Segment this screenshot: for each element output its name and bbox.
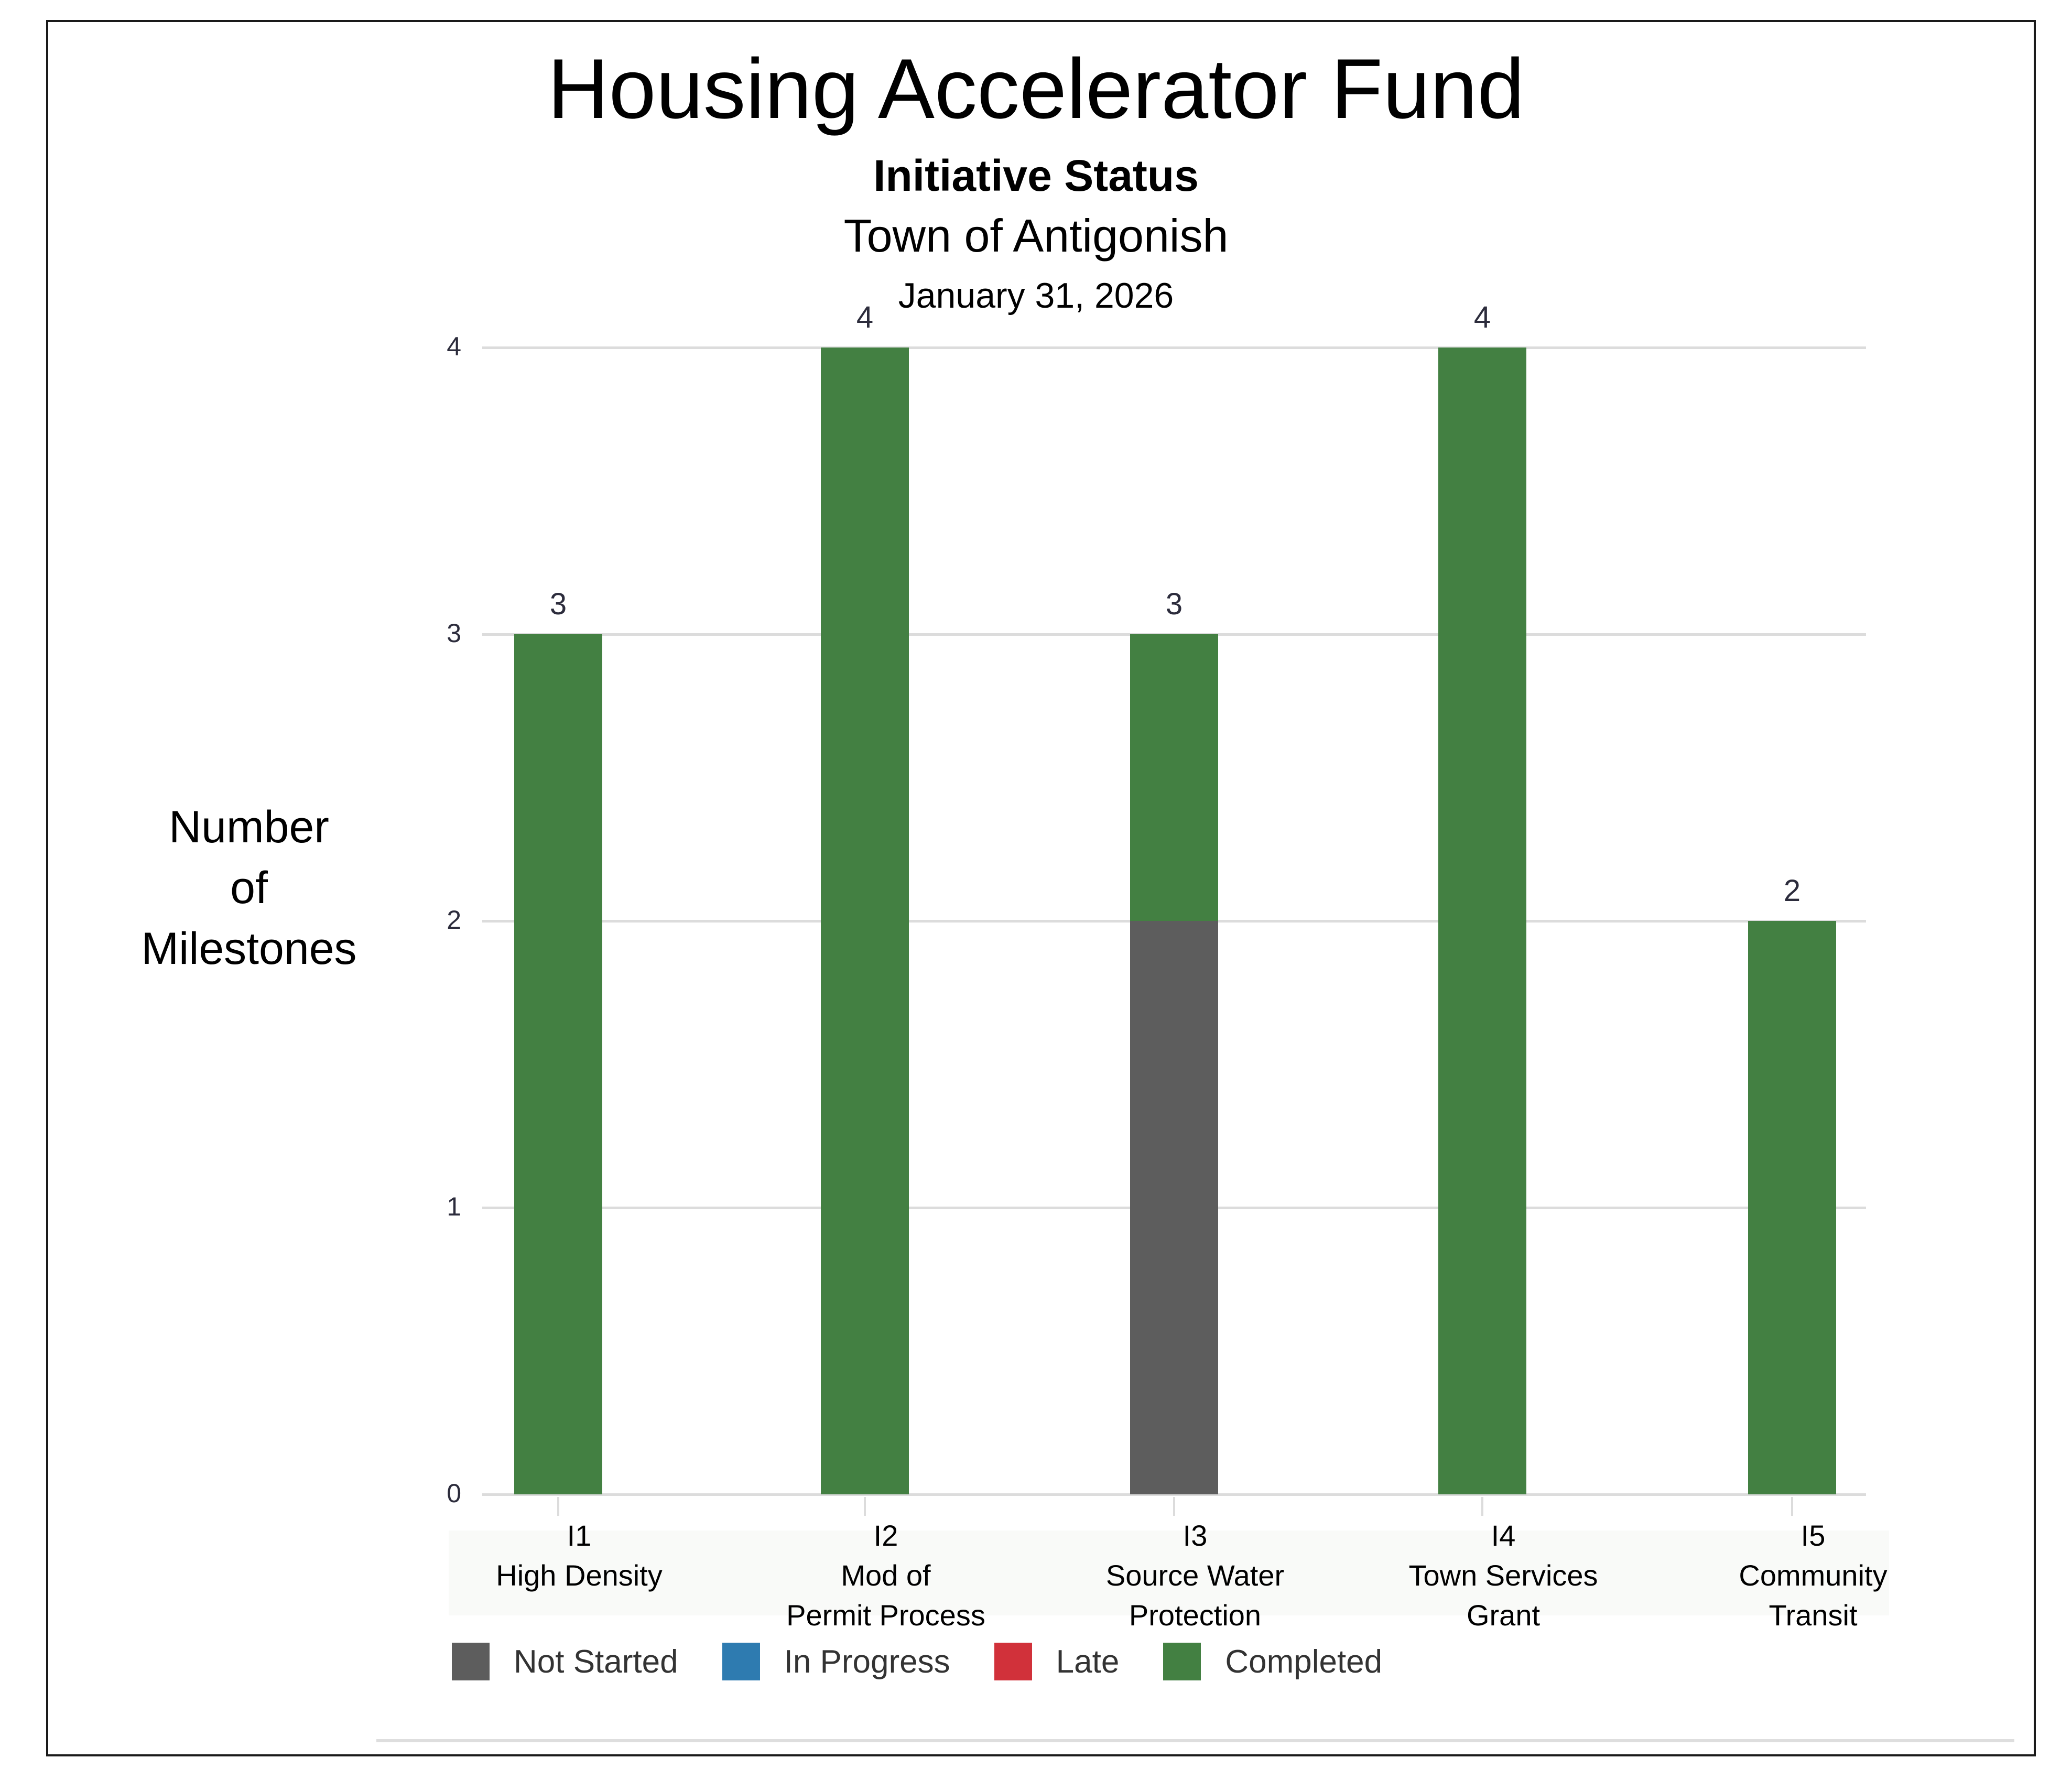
- x-tick-mark: [864, 1497, 866, 1516]
- bar-segment-completed[interactable]: [514, 634, 602, 1494]
- report-date: January 31, 2026: [898, 276, 1174, 316]
- x-tick-mark: [1791, 1497, 1793, 1516]
- x-category-label-line1: Mod of: [841, 1559, 931, 1592]
- y-tick-label: 4: [447, 332, 461, 361]
- legend-swatch-icon: [994, 1643, 1032, 1680]
- x-category-label-line1: Source Water: [1105, 1559, 1285, 1592]
- x-tick-mark: [1173, 1497, 1175, 1516]
- legend-item-late[interactable]: Late: [994, 1643, 1120, 1680]
- x-tick-mark: [1481, 1497, 1483, 1516]
- bar-value-label: 4: [1473, 300, 1491, 334]
- x-category-label-line1: Town Services: [1408, 1559, 1598, 1592]
- x-category-label-line1: High Density: [496, 1559, 663, 1592]
- bar-segment-completed[interactable]: [1438, 348, 1526, 1494]
- legend-item-in-progress[interactable]: In Progress: [722, 1643, 950, 1680]
- x-category-label-code: I3: [1183, 1519, 1208, 1552]
- legend-label: Not Started: [514, 1643, 678, 1680]
- x-category-label-code: I1: [567, 1519, 592, 1552]
- x-category-label: I5 Community Transit: [1666, 1516, 1960, 1635]
- organization-name: Town of Antigonish: [843, 210, 1229, 262]
- bar-value-label: 2: [1783, 874, 1801, 908]
- x-category-label-code: I5: [1800, 1519, 1826, 1552]
- legend-swatch-icon: [1163, 1643, 1201, 1680]
- x-category-label-code: I2: [873, 1519, 898, 1552]
- x-axis-label-band: [449, 1531, 1889, 1615]
- chart-title: Housing Accelerator Fund: [547, 41, 1525, 136]
- x-category-label-line2: Grant: [1466, 1599, 1541, 1632]
- legend-label: Late: [1056, 1643, 1120, 1680]
- x-category-label-line2: Permit Process: [786, 1599, 985, 1632]
- legend-item-not-started[interactable]: Not Started: [452, 1643, 678, 1680]
- x-category-label: I2 Mod of Permit Process: [739, 1516, 1033, 1635]
- gridline: [482, 346, 1866, 349]
- y-axis-label: Number of Milestones: [100, 797, 398, 979]
- legend-swatch-icon: [452, 1643, 490, 1680]
- x-category-label-line2: Transit: [1769, 1599, 1858, 1632]
- x-category-label: I3 Source Water Protection: [1048, 1516, 1342, 1635]
- x-tick-mark: [557, 1497, 559, 1516]
- x-category-label: I1 High Density: [432, 1516, 726, 1635]
- y-tick-label: 2: [447, 905, 461, 935]
- x-category-label-line2: Protection: [1129, 1599, 1262, 1632]
- bottom-divider: [376, 1739, 2014, 1742]
- legend-swatch-icon: [722, 1643, 760, 1680]
- x-category-label-line1: Community: [1739, 1559, 1887, 1592]
- y-axis-label-line: of: [230, 863, 268, 913]
- y-tick-label: 0: [447, 1479, 461, 1508]
- legend-label: Completed: [1225, 1643, 1383, 1680]
- legend-item-completed[interactable]: Completed: [1163, 1643, 1382, 1680]
- y-axis-label-line: Number: [169, 802, 329, 852]
- bar-value-label: 3: [549, 587, 567, 621]
- y-axis-label-line: Milestones: [141, 924, 357, 974]
- y-tick-label: 1: [447, 1192, 461, 1221]
- bar-value-label: 3: [1165, 587, 1183, 621]
- y-tick-label: 3: [447, 618, 461, 648]
- bar-segment-not-started[interactable]: [1130, 921, 1218, 1494]
- legend-label: In Progress: [784, 1643, 950, 1680]
- x-category-label: I4 Town Services Grant: [1357, 1516, 1650, 1635]
- x-category-label-code: I4: [1491, 1519, 1516, 1552]
- bar-value-label: 4: [856, 300, 874, 334]
- chart-frame: [46, 20, 2036, 1756]
- gridline: [482, 1493, 1866, 1496]
- bar-segment-completed[interactable]: [1748, 921, 1836, 1494]
- legend: Not Started In Progress Late Completed: [452, 1641, 1426, 1683]
- bar-segment-completed[interactable]: [1130, 634, 1218, 921]
- bar-segment-completed[interactable]: [821, 348, 909, 1494]
- chart-subtitle: Initiative Status: [873, 151, 1199, 200]
- x-category-label-line2: [432, 1596, 726, 1635]
